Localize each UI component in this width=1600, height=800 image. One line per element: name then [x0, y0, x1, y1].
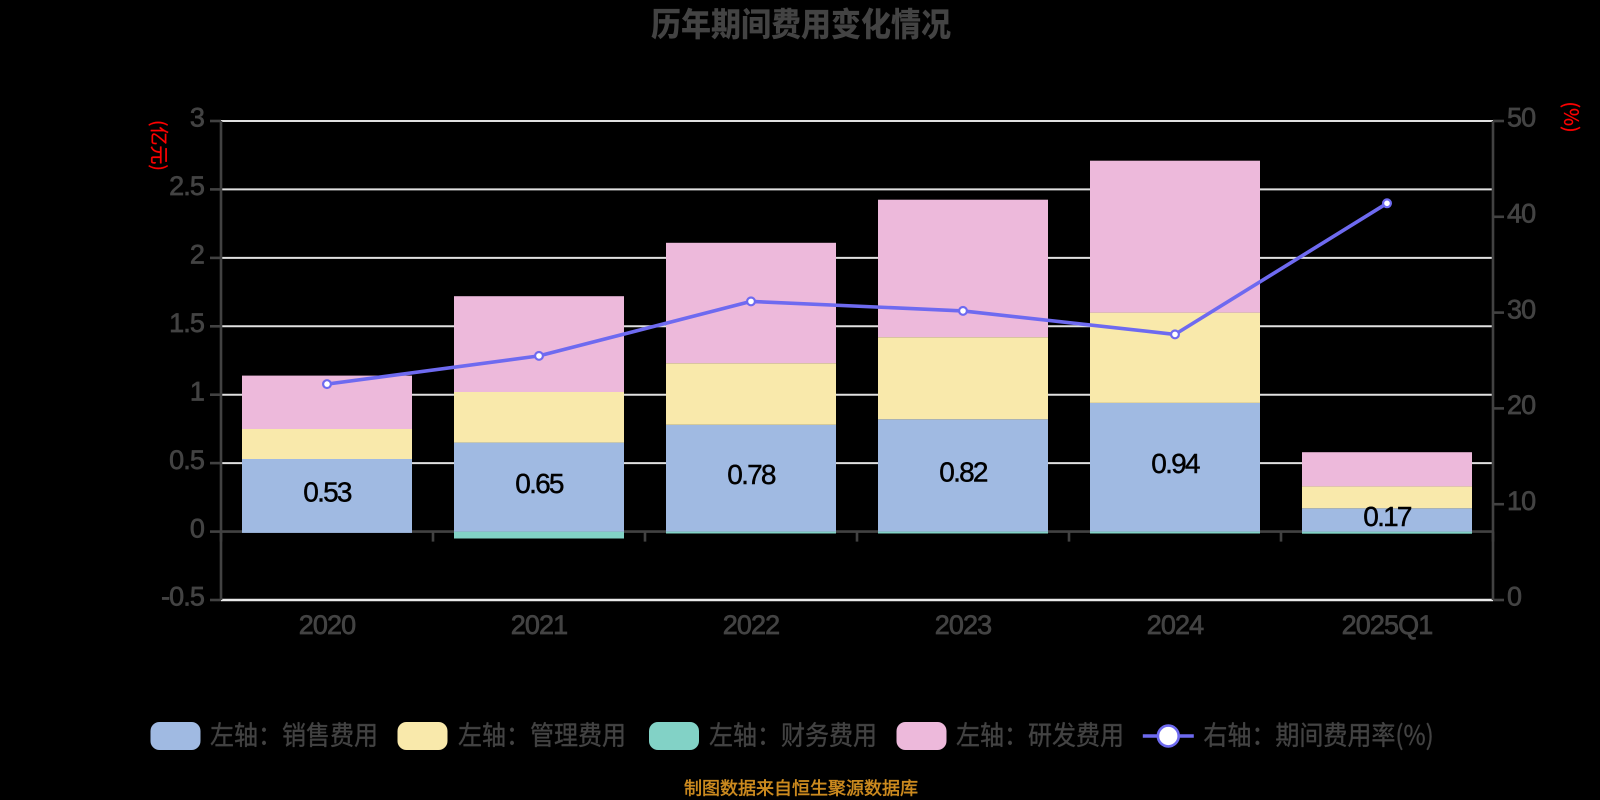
svg-text:3: 3 [190, 103, 204, 133]
svg-text:2023: 2023 [935, 610, 991, 640]
svg-text:40: 40 [1507, 199, 1535, 229]
svg-text:2022: 2022 [723, 610, 779, 640]
svg-text:1: 1 [190, 376, 204, 406]
svg-text:0.94: 0.94 [1151, 448, 1200, 479]
svg-text:2025Q1: 2025Q1 [1342, 610, 1433, 640]
svg-text:0: 0 [1507, 582, 1521, 612]
svg-text:0.65: 0.65 [515, 468, 564, 499]
svg-text:30: 30 [1507, 294, 1535, 324]
svg-text:2020: 2020 [299, 610, 355, 640]
svg-text:-0.5: -0.5 [161, 582, 204, 612]
svg-text:0.78: 0.78 [727, 459, 776, 490]
svg-text:20: 20 [1507, 390, 1535, 420]
svg-text:50: 50 [1507, 103, 1535, 133]
svg-text:0: 0 [190, 513, 204, 543]
svg-text:0.53: 0.53 [303, 476, 352, 507]
svg-text:1.5: 1.5 [169, 308, 204, 338]
svg-text:2024: 2024 [1147, 610, 1204, 640]
svg-text:2: 2 [190, 240, 204, 270]
svg-text:2021: 2021 [511, 610, 567, 640]
svg-text:0.82: 0.82 [939, 457, 988, 488]
svg-text:2.5: 2.5 [169, 171, 204, 201]
svg-text:10: 10 [1507, 486, 1535, 516]
svg-text:0.17: 0.17 [1363, 501, 1412, 532]
svg-text:0.5: 0.5 [169, 445, 204, 475]
